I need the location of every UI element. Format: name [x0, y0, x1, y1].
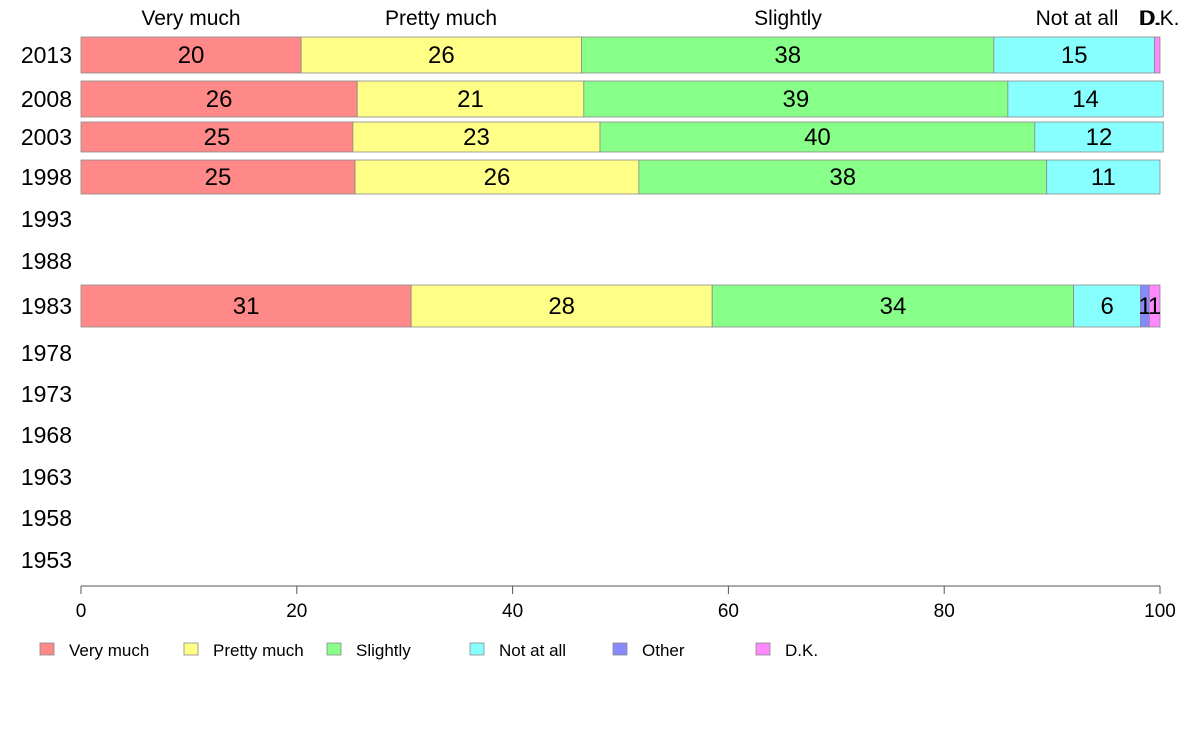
bar-segment-pretty-much-1998 — [354, 159, 640, 195]
legend-item-not-at-all: Not at all — [469, 641, 566, 660]
bar-segment-not-at-all-2003 — [1034, 121, 1164, 153]
legend-label: Other — [642, 641, 685, 660]
legend-swatch — [469, 642, 485, 656]
y-axis: 2013 2008 2003 1998 1993 1988 1983 1978 1973 1968… — [21, 42, 72, 573]
column-label: Not at all — [1036, 7, 1119, 30]
data-label: 38 — [774, 42, 801, 69]
y-tick-label: 1958 — [21, 505, 72, 531]
bar-segment-very-much-1998 — [80, 159, 356, 195]
data-label: 26 — [484, 164, 511, 191]
legend-swatch — [612, 642, 628, 656]
data-label: 26 — [428, 42, 455, 69]
data-label: 14 — [1072, 86, 1099, 113]
data-label: 26 — [206, 86, 233, 113]
bar-segment-slightly-2008 — [583, 80, 1009, 118]
y-tick-label: 1978 — [21, 340, 72, 366]
x-tick-label: 60 — [718, 601, 739, 622]
bar-segment-slightly-1998 — [638, 159, 1048, 195]
column-label: Very much — [141, 7, 240, 30]
legend-item-pretty-much: Pretty much — [183, 641, 304, 660]
data-label: 23 — [463, 124, 490, 151]
x-tick-label: 80 — [934, 601, 955, 622]
legend-item-d-k: D.K. — [755, 641, 818, 660]
legend-label: Not at all — [499, 641, 566, 660]
bar-segment-d-k-2013 — [1154, 36, 1161, 74]
legend-label: D.K. — [785, 641, 818, 660]
x-axis: 0 20 40 60 80 100 — [76, 585, 1176, 622]
data-label: 38 — [829, 164, 856, 191]
data-label: 28 — [548, 293, 575, 320]
data-label: 21 — [457, 86, 484, 113]
y-tick-label: 1953 — [21, 547, 72, 573]
legend-swatch — [183, 642, 199, 656]
data-label: 31 — [233, 293, 260, 320]
data-label: 40 — [804, 124, 831, 151]
bar-segment-d-k-1983 — [1148, 284, 1161, 328]
bar-segment-very-much-2003 — [80, 121, 354, 153]
legend-label: Pretty much — [213, 641, 304, 660]
bar-segment-slightly-2003 — [599, 121, 1036, 153]
data-label: 1 — [1148, 293, 1161, 320]
y-tick-label: 2008 — [21, 86, 72, 112]
x-tick-label: 20 — [286, 601, 307, 622]
y-tick-label: 1973 — [21, 381, 72, 407]
column-label: D.K. — [1139, 7, 1180, 30]
legend-item-other: Other — [612, 641, 685, 660]
bar-segment-not-at-all-2008 — [1007, 80, 1164, 118]
data-label: 15 — [1061, 42, 1088, 69]
x-tick-label: 40 — [502, 601, 523, 622]
data-label: 25 — [204, 124, 231, 151]
column-label: Slightly — [754, 7, 822, 30]
y-tick-label: 1988 — [21, 248, 72, 274]
x-tick-label: 100 — [1144, 601, 1176, 622]
data-label: 12 — [1086, 124, 1113, 151]
y-tick-label: 1998 — [21, 164, 72, 190]
bar-segment-pretty-much-1983 — [410, 284, 713, 328]
legend-label: Very much — [69, 641, 149, 660]
y-tick-label: 1993 — [21, 206, 72, 232]
y-tick-label: 1963 — [21, 464, 72, 490]
y-tick-label: 2013 — [21, 42, 72, 68]
legend-item-very-much: Very much — [39, 641, 149, 660]
legend-swatch — [755, 642, 771, 656]
data-label: 20 — [178, 42, 205, 69]
data-label: 39 — [782, 86, 809, 113]
legend-swatch — [39, 642, 55, 656]
legend-swatch — [326, 642, 342, 656]
legend-label: Slightly — [356, 641, 411, 660]
bar-segment-pretty-much-2013 — [300, 36, 583, 74]
column-label: Pretty much — [385, 7, 497, 30]
y-tick-label: 1983 — [21, 293, 72, 319]
bar-segment-very-much-2008 — [80, 80, 358, 118]
data-label: 1 — [1138, 293, 1151, 320]
bar-segment-not-at-all-1998 — [1046, 159, 1161, 195]
legend-item-slightly: Slightly — [326, 641, 411, 660]
legend: Very much Pretty much Slightly Not at all Ot… — [39, 641, 818, 660]
bar-segment-pretty-much-2003 — [352, 121, 601, 153]
x-tick-label: 0 — [76, 601, 87, 622]
y-tick-label: 1968 — [21, 422, 72, 448]
data-label: 34 — [880, 293, 907, 320]
bar-segment-slightly-1983 — [711, 284, 1075, 328]
bar-segment-pretty-much-2008 — [356, 80, 585, 118]
data-label: 25 — [205, 164, 232, 191]
column-labels: Very much Pretty much Slightly Not at all D.… — [141, 7, 1179, 30]
data-label: 11 — [1091, 164, 1116, 191]
y-tick-label: 2003 — [21, 124, 72, 150]
column-label: D. — [1141, 7, 1162, 30]
data-label: 6 — [1100, 293, 1113, 320]
